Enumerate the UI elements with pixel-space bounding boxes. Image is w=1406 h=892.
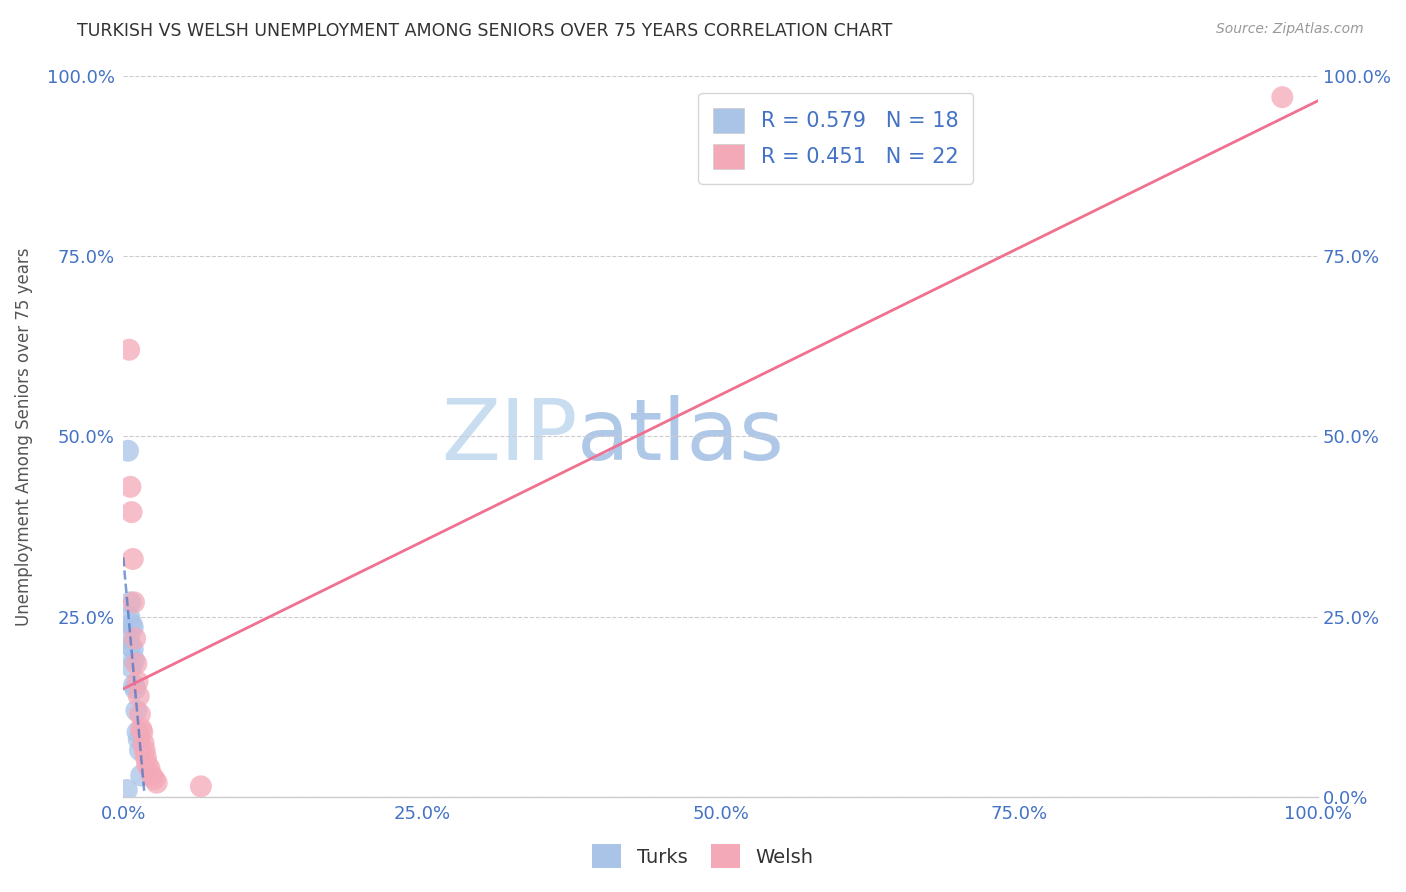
Point bbox=[128, 732, 150, 747]
Point bbox=[121, 552, 143, 566]
Point bbox=[129, 743, 152, 757]
Point bbox=[129, 768, 152, 782]
Point bbox=[138, 761, 160, 775]
Legend: R = 0.579   N = 18, R = 0.451   N = 22: R = 0.579 N = 18, R = 0.451 N = 22 bbox=[699, 93, 973, 184]
Y-axis label: Unemployment Among Seniors over 75 years: Unemployment Among Seniors over 75 years bbox=[15, 247, 32, 625]
Point bbox=[120, 639, 142, 653]
Point bbox=[121, 660, 143, 674]
Point bbox=[115, 783, 138, 797]
Point bbox=[127, 725, 149, 739]
Point bbox=[131, 725, 153, 739]
Point bbox=[117, 443, 139, 458]
Point bbox=[120, 595, 142, 609]
Point bbox=[125, 704, 148, 718]
Point bbox=[190, 780, 212, 794]
Point bbox=[121, 505, 143, 519]
Point bbox=[124, 632, 146, 646]
Point bbox=[129, 707, 152, 722]
Point bbox=[1271, 90, 1294, 104]
Point bbox=[128, 689, 150, 703]
Point bbox=[124, 681, 146, 696]
Point bbox=[118, 632, 141, 646]
Point bbox=[136, 757, 159, 772]
Point bbox=[135, 750, 157, 764]
Point bbox=[121, 621, 143, 635]
Point bbox=[118, 609, 141, 624]
Point bbox=[120, 480, 142, 494]
Point bbox=[125, 657, 148, 671]
Point bbox=[121, 642, 143, 657]
Text: atlas: atlas bbox=[578, 395, 786, 478]
Point bbox=[141, 768, 163, 782]
Point bbox=[143, 772, 166, 786]
Point bbox=[122, 653, 145, 667]
Point bbox=[132, 736, 155, 750]
Point bbox=[122, 595, 145, 609]
Point bbox=[129, 722, 152, 736]
Text: TURKISH VS WELSH UNEMPLOYMENT AMONG SENIORS OVER 75 YEARS CORRELATION CHART: TURKISH VS WELSH UNEMPLOYMENT AMONG SENI… bbox=[77, 22, 893, 40]
Text: ZIP: ZIP bbox=[441, 395, 578, 478]
Text: Source: ZipAtlas.com: Source: ZipAtlas.com bbox=[1216, 22, 1364, 37]
Point bbox=[121, 617, 143, 632]
Point bbox=[122, 678, 145, 692]
Point bbox=[118, 343, 141, 357]
Point bbox=[145, 775, 167, 789]
Point bbox=[134, 743, 156, 757]
Point bbox=[127, 674, 149, 689]
Legend: Turks, Welsh: Turks, Welsh bbox=[582, 835, 824, 878]
